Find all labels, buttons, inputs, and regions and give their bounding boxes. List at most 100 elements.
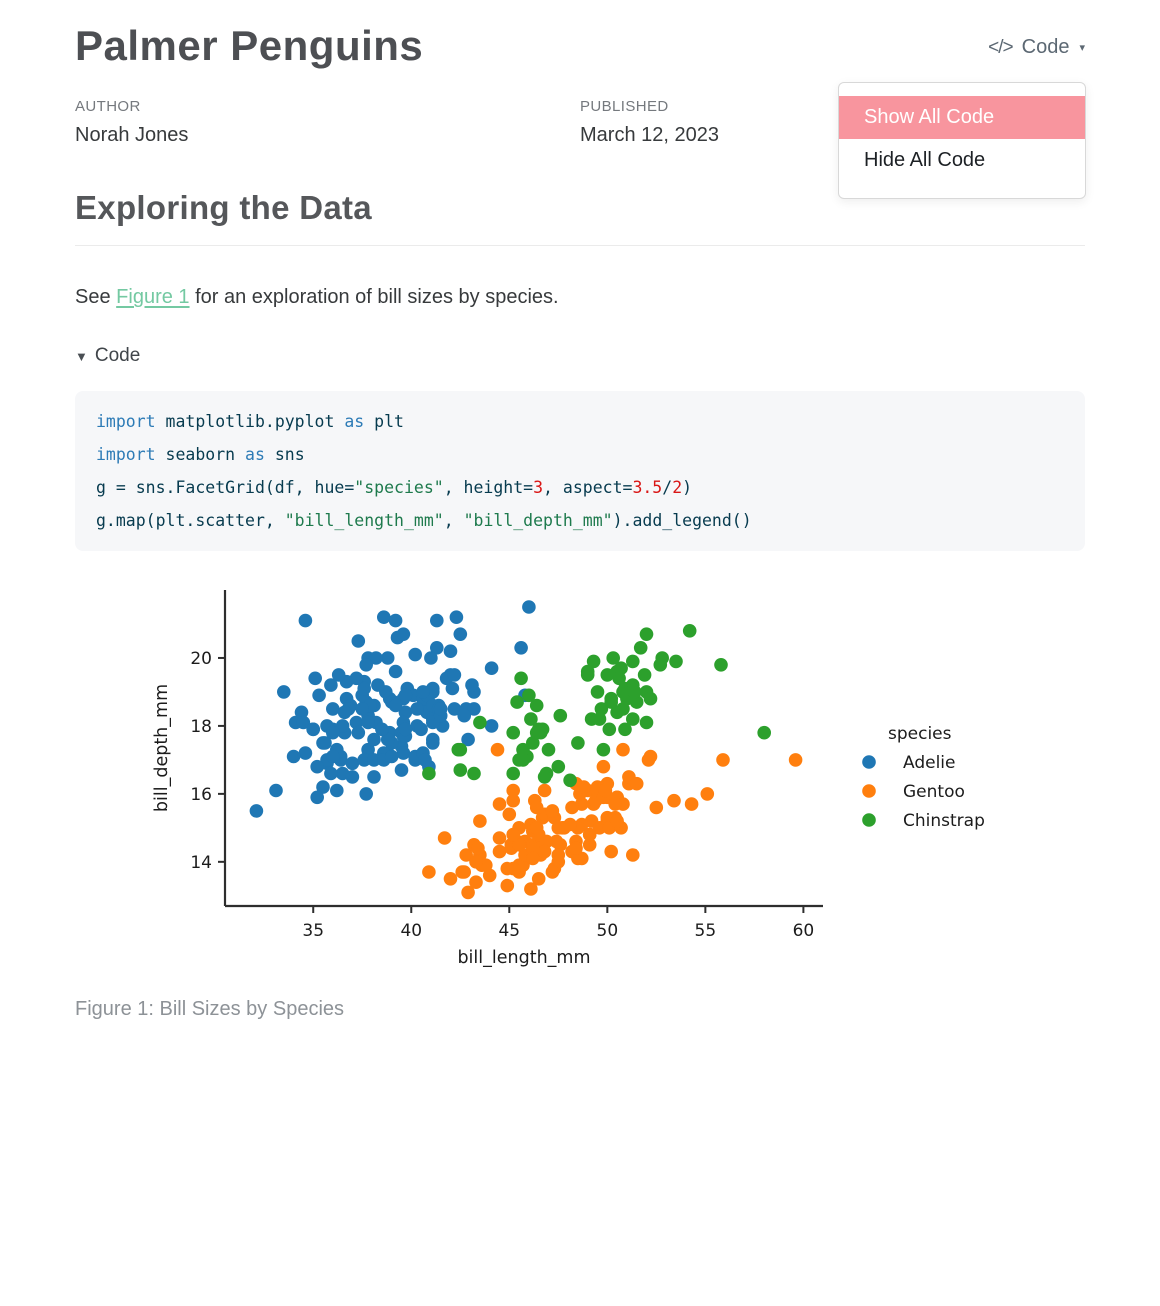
data-point-adelie (414, 722, 428, 737)
data-point-chinstrap (618, 722, 632, 737)
data-point-adelie (357, 753, 371, 767)
data-point-adelie (345, 770, 360, 784)
data-point-adelie (286, 749, 301, 764)
data-point-adelie (430, 641, 444, 655)
menu-item-hide-all-code[interactable]: Hide All Code (864, 149, 986, 171)
data-point-gentoo (461, 885, 475, 900)
data-point-adelie (396, 627, 411, 642)
data-point-gentoo (490, 743, 505, 757)
data-point-gentoo (539, 834, 554, 849)
data-point-adelie (349, 715, 364, 730)
data-point-chinstrap (514, 671, 528, 686)
data-point-adelie (361, 715, 375, 730)
figure-caption: Figure 1: Bill Sizes by Species (75, 998, 345, 1021)
menu-item-show-all-code[interactable]: Show All Code (839, 96, 1085, 139)
data-point-adelie (388, 614, 403, 628)
data-point-adelie (277, 685, 291, 699)
data-point-chinstrap (524, 712, 538, 727)
data-point-chinstrap (639, 715, 654, 730)
x-tick-label: 60 (793, 921, 815, 941)
data-point-chinstrap (614, 661, 628, 676)
data-point-adelie (367, 770, 381, 784)
data-point-chinstrap (639, 627, 654, 642)
code-block: import matplotlib.pyplot as plt import se… (75, 391, 1085, 552)
data-point-adelie (398, 688, 413, 703)
author-label: AUTHOR (75, 98, 141, 116)
data-point-chinstrap (626, 654, 640, 669)
triangle-down-icon: ▼ (75, 348, 88, 364)
data-point-gentoo (500, 862, 515, 876)
figure-1: 35 40 45 50 55 60 14 16 18 20 bill_length_mm bill_d… (75, 579, 1085, 1021)
data-point-chinstrap (510, 695, 524, 710)
data-point-chinstrap (506, 766, 520, 781)
code-dropdown-button[interactable]: </> Code ▾ (988, 36, 1085, 59)
data-point-gentoo (643, 749, 658, 764)
legend-label-chinstrap: Chinstrap (903, 811, 985, 831)
data-point-chinstrap (682, 624, 697, 638)
code-fold-toggle[interactable]: ▼ Code (75, 345, 1085, 367)
code-line: import matplotlib.pyplot as plt (96, 412, 404, 432)
data-point-gentoo (531, 872, 546, 886)
data-point-chinstrap (467, 766, 481, 781)
data-point-gentoo (422, 865, 436, 880)
data-point-adelie (467, 702, 481, 716)
x-tick-label: 35 (302, 921, 324, 941)
data-point-adelie (330, 783, 344, 798)
data-point-gentoo (667, 794, 681, 808)
data-point-adelie (294, 705, 309, 720)
chevron-down-icon: ▾ (1079, 42, 1085, 54)
data-point-adelie (522, 600, 536, 615)
data-point-chinstrap (612, 671, 626, 686)
data-point-gentoo (529, 821, 544, 835)
data-point-adelie (361, 743, 375, 757)
code-dropdown-menu: Show All Code Hide All Code (838, 82, 1086, 199)
data-point-gentoo (471, 841, 485, 856)
data-point-gentoo (610, 814, 624, 829)
data-point-gentoo (582, 828, 597, 842)
data-point-adelie (447, 668, 462, 682)
intro-text-post: for an exploration of bill sizes by spec… (189, 286, 559, 309)
data-point-gentoo (524, 882, 538, 897)
data-point-adelie (308, 671, 322, 686)
data-point-adelie (398, 705, 413, 720)
data-point-chinstrap (541, 743, 556, 757)
data-point-adelie (355, 702, 369, 716)
x-tick-label: 50 (597, 921, 619, 941)
data-point-gentoo (482, 868, 497, 883)
data-point-gentoo (506, 828, 520, 842)
data-point-chinstrap (633, 641, 648, 655)
data-point-chinstrap (551, 760, 566, 774)
data-point-gentoo (604, 845, 618, 859)
data-point-chinstrap (580, 664, 595, 679)
data-point-adelie (298, 614, 313, 628)
data-point-chinstrap (655, 651, 669, 666)
data-point-chinstrap (586, 654, 601, 669)
data-point-adelie (443, 644, 458, 659)
data-point-adelie (449, 610, 464, 625)
data-point-chinstrap (604, 695, 618, 710)
data-point-chinstrap (606, 651, 620, 666)
figure-1-link[interactable]: Figure 1 (116, 286, 190, 309)
legend-title: species (888, 724, 952, 744)
x-axis-label: bill_length_mm (457, 948, 590, 968)
data-point-chinstrap (563, 773, 577, 788)
data-point-chinstrap (757, 726, 771, 740)
data-point-gentoo (492, 831, 507, 846)
data-point-adelie (326, 726, 340, 740)
data-point-adelie (426, 736, 440, 750)
data-point-gentoo (571, 851, 585, 866)
data-point-chinstrap (629, 695, 644, 710)
data-point-gentoo (437, 831, 452, 846)
data-point-gentoo (629, 777, 644, 791)
data-point-adelie (351, 634, 366, 649)
legend-marker-adelie (862, 755, 876, 770)
data-point-adelie (430, 614, 444, 628)
data-point-chinstrap (602, 722, 617, 737)
data-point-chinstrap (590, 685, 605, 699)
data-point-adelie (514, 641, 528, 655)
data-point-gentoo (473, 814, 487, 829)
data-point-gentoo (569, 841, 583, 856)
data-point-adelie (484, 661, 499, 676)
intro-paragraph: See Figure 1 for an exploration of bill … (75, 286, 1085, 309)
data-point-chinstrap (537, 770, 552, 784)
